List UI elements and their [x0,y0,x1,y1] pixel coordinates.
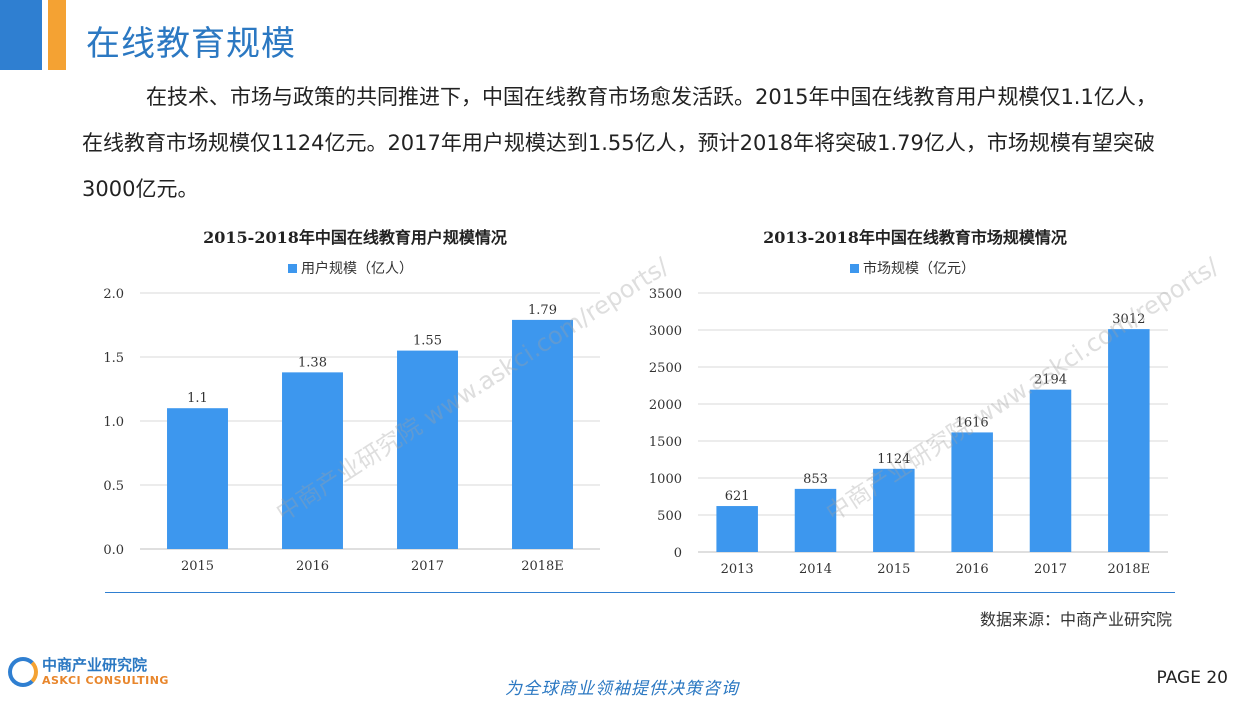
chart1-ytick-label: 0.0 [103,543,124,558]
chart2-xtick-label: 2018E [1108,562,1151,577]
chart1-bar [282,372,343,549]
chart1-legend-swatch [288,263,297,273]
chart1-xtick-label: 2018E [521,559,564,574]
chart2-data-label: 1616 [956,415,989,430]
chart1-bar [167,408,228,549]
chart2-ytick-label: 1000 [649,472,682,487]
chart2-data-label: 3012 [1112,312,1145,327]
chart2-bar [794,488,837,552]
chart2-ytick-label: 3500 [649,287,682,302]
chart2-bar [951,432,993,552]
company-logo: 中商产业研究院 ASKCI CONSULTING [8,656,169,688]
chart1-data-label: 1.38 [298,355,327,370]
chart1-xtick-label: 2015 [181,559,214,574]
chart2-xtick-label: 2015 [877,562,910,577]
slogan: 为全球商业领袖提供决策咨询 [505,679,739,699]
chart2-data-label: 2194 [1034,373,1067,388]
chart1-data-label: 1.55 [413,334,442,349]
intro-paragraph: 在技术、市场与政策的共同推进下，中国在线教育市场愈发活跃。2015年中国在线教育… [82,85,1157,201]
chart2-xtick-label: 2017 [1034,562,1067,577]
data-source: 数据来源：中商产业研究院 [979,610,1172,629]
chart2-xtick-label: 2014 [799,562,832,577]
chart1-legend: 用户规模（亿人） [288,258,413,278]
chart1-bar [397,350,458,549]
chart1-ytick-label: 1.0 [103,415,124,430]
logo-icon [8,657,38,687]
chart1-xtick-label: 2016 [296,559,329,574]
title-accent-bar [0,0,42,70]
chart2-data-label: 853 [803,472,828,487]
chart1-ytick-label: 0.5 [103,479,124,494]
chart2-ytick-label: 2000 [649,398,682,413]
chart2-ytick-label: 0 [674,546,682,561]
chart2-bar [716,506,758,552]
chart2-ytick-label: 500 [657,509,682,524]
chart2-ytick-label: 3000 [649,324,682,339]
page-title: 在线教育规模 [86,24,296,64]
chart2-legend: 市场规模（亿元） [850,258,975,278]
chart2-legend-swatch [850,263,859,273]
chart1-xtick-label: 2017 [411,559,444,574]
logo-en-text: ASKCI CONSULTING [42,674,169,687]
chart1-bar [512,319,573,549]
page-number: PAGE 20 [1156,668,1228,688]
logo-cn-text: 中商产业研究院 [42,656,148,674]
chart2-data-label: 621 [725,489,750,504]
chart2-bar [1108,329,1150,552]
chart2-title: 2013-2018年中国在线教育市场规模情况 [763,228,1067,247]
chart1-data-label: 1.79 [528,303,557,318]
chart1-ytick-label: 1.5 [103,351,124,366]
chart1-ytick-label: 2.0 [103,287,124,302]
chart1-legend-label: 用户规模（亿人） [301,261,413,277]
chart2-bar [873,468,915,552]
title-accent-bar-orange [48,0,66,70]
footer-divider [105,592,1175,593]
chart2-xtick-label: 2013 [721,562,754,577]
chart2-xtick-label: 2016 [956,562,989,577]
chart1-title: 2015-2018年中国在线教育用户规模情况 [203,228,507,247]
chart2-bar [1029,389,1072,552]
chart1-data-label: 1.1 [187,391,208,406]
chart2-ytick-label: 1500 [649,435,682,450]
chart2-ytick-label: 2500 [649,361,682,376]
chart2-data-label: 1124 [877,452,910,467]
chart2-legend-label: 市场规模（亿元） [863,261,975,277]
